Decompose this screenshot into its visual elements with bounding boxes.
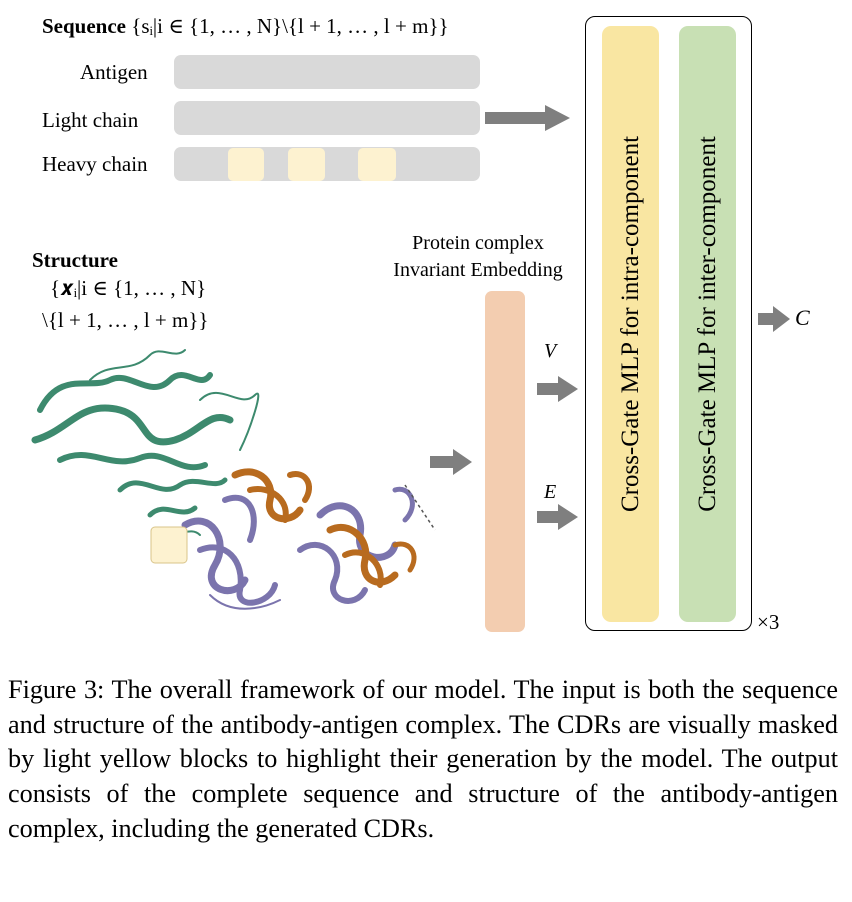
sequence-arrow: [485, 105, 570, 131]
antigen-sequence-bar: [174, 55, 480, 89]
invariant-embedding-block: [485, 291, 525, 632]
antigen-protein: [31, 349, 260, 536]
heavy-chain-label: Heavy chain: [42, 152, 148, 176]
structure-set-line2: \{l + 1, … , l + m}}: [42, 308, 209, 332]
output-label: C: [795, 305, 810, 330]
cdr-mask-block: [228, 148, 264, 181]
structure-set-line1: {𝒙ᵢ|i ∈ {1, … , N}: [50, 276, 207, 300]
v-label: V: [544, 340, 557, 362]
cdr-mask-block: [358, 148, 396, 181]
output-arrow: [758, 306, 790, 332]
embedding-label-line2: Invariant Embedding: [393, 259, 563, 281]
intra-component-gate: Cross-Gate MLP for intra-component: [602, 26, 659, 622]
sequence-title-text: Sequence: [42, 14, 126, 38]
embedding-label-line1: Protein complex: [412, 232, 544, 254]
inter-component-gate: Cross-Gate MLP for inter-component: [679, 26, 736, 622]
arrows-layer: [430, 105, 790, 530]
heavy-chain-sequence-bar: [174, 147, 480, 181]
structure-cdr-mask-block: [150, 526, 188, 564]
heavy-chain-protein: [231, 468, 417, 588]
sequence-set-notation: {sᵢ|i ∈ {1, … , N}\{l + 1, … , l + m}}: [131, 14, 449, 38]
protein-structure-illustration: [31, 349, 436, 610]
structure-title: Structure: [32, 248, 118, 272]
repeat-count: ×3: [757, 610, 780, 634]
light-chain-label: Light chain: [42, 108, 139, 132]
figure-caption: Figure 3: The overall framework of our m…: [8, 675, 838, 843]
sequence-title: Sequence {sᵢ|i ∈ {1, … , N}\{l + 1, … , …: [42, 14, 449, 39]
cross-gate-container: [585, 16, 752, 631]
antigen-label: Antigen: [80, 60, 148, 84]
intra-component-gate-label: Cross-Gate MLP for intra-component: [616, 135, 644, 513]
structure-arrow: [430, 449, 472, 475]
cdr-mask-block: [288, 148, 325, 181]
v-arrow: [537, 376, 578, 402]
inter-component-gate-label: Cross-Gate MLP for inter-component: [693, 136, 721, 512]
light-chain-sequence-bar: [174, 101, 480, 135]
e-label: E: [544, 481, 557, 503]
e-arrow: [537, 504, 578, 530]
